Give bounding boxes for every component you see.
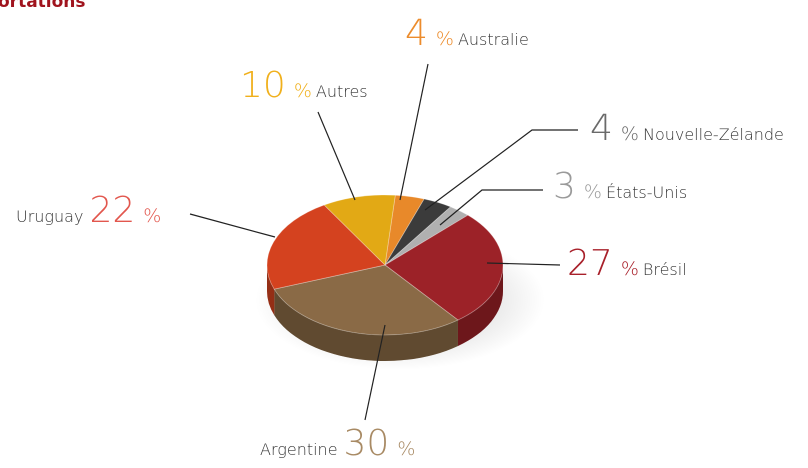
- unit-label: %: [621, 123, 639, 145]
- leader-line: [317, 111, 356, 201]
- value-label: 27: [567, 243, 613, 284]
- slice: [266, 204, 386, 290]
- category-label: Autres: [316, 82, 368, 101]
- value-label: 4: [590, 108, 613, 149]
- unit-label: %: [143, 205, 161, 227]
- data-label: Argentine 30%: [260, 423, 415, 464]
- slice-side: [274, 289, 458, 361]
- leader-line: [439, 189, 543, 226]
- slice-side-shade: [457, 265, 503, 347]
- data-label: 10% Autres: [240, 65, 368, 106]
- slice-side: [457, 265, 503, 347]
- category-label: Argentine: [260, 440, 338, 459]
- category-label: Uruguay: [16, 207, 83, 226]
- slice: [384, 206, 469, 266]
- slice-side: [267, 265, 275, 316]
- value-label: 22: [89, 190, 135, 231]
- data-label: 4% Nouvelle-Zélande: [590, 108, 784, 149]
- chart-title: ortations: [0, 0, 86, 12]
- unit-label: %: [621, 258, 639, 280]
- data-label: Uruguay 22%: [16, 190, 161, 231]
- slice: [273, 264, 459, 336]
- unit-label: %: [294, 80, 312, 102]
- category-label: États-Unis: [606, 183, 687, 202]
- value-label: 3: [553, 166, 576, 207]
- category-label: Australie: [458, 30, 529, 49]
- leader-line: [364, 324, 386, 421]
- slice: [384, 214, 504, 321]
- value-label: 4: [405, 13, 428, 54]
- slice-side-shade: [274, 289, 458, 361]
- leader-line: [189, 213, 276, 238]
- value-label: 30: [344, 423, 390, 464]
- unit-label: %: [436, 28, 454, 50]
- slice: [384, 194, 425, 266]
- slice: [384, 198, 452, 266]
- value-label: 10: [240, 65, 286, 106]
- category-label: Nouvelle-Zélande: [643, 125, 784, 144]
- data-label: 4% Australie: [405, 13, 529, 54]
- leader-line: [486, 262, 561, 266]
- slice: [323, 194, 396, 266]
- unit-label: %: [584, 181, 602, 203]
- leader-line: [424, 129, 578, 211]
- slice-side-shade: [267, 265, 275, 316]
- category-label: Brésil: [643, 260, 687, 279]
- data-label: 3% États-Unis: [553, 166, 687, 207]
- unit-label: %: [397, 438, 415, 460]
- leader-line: [399, 63, 429, 201]
- data-label: 27% Brésil: [567, 243, 687, 284]
